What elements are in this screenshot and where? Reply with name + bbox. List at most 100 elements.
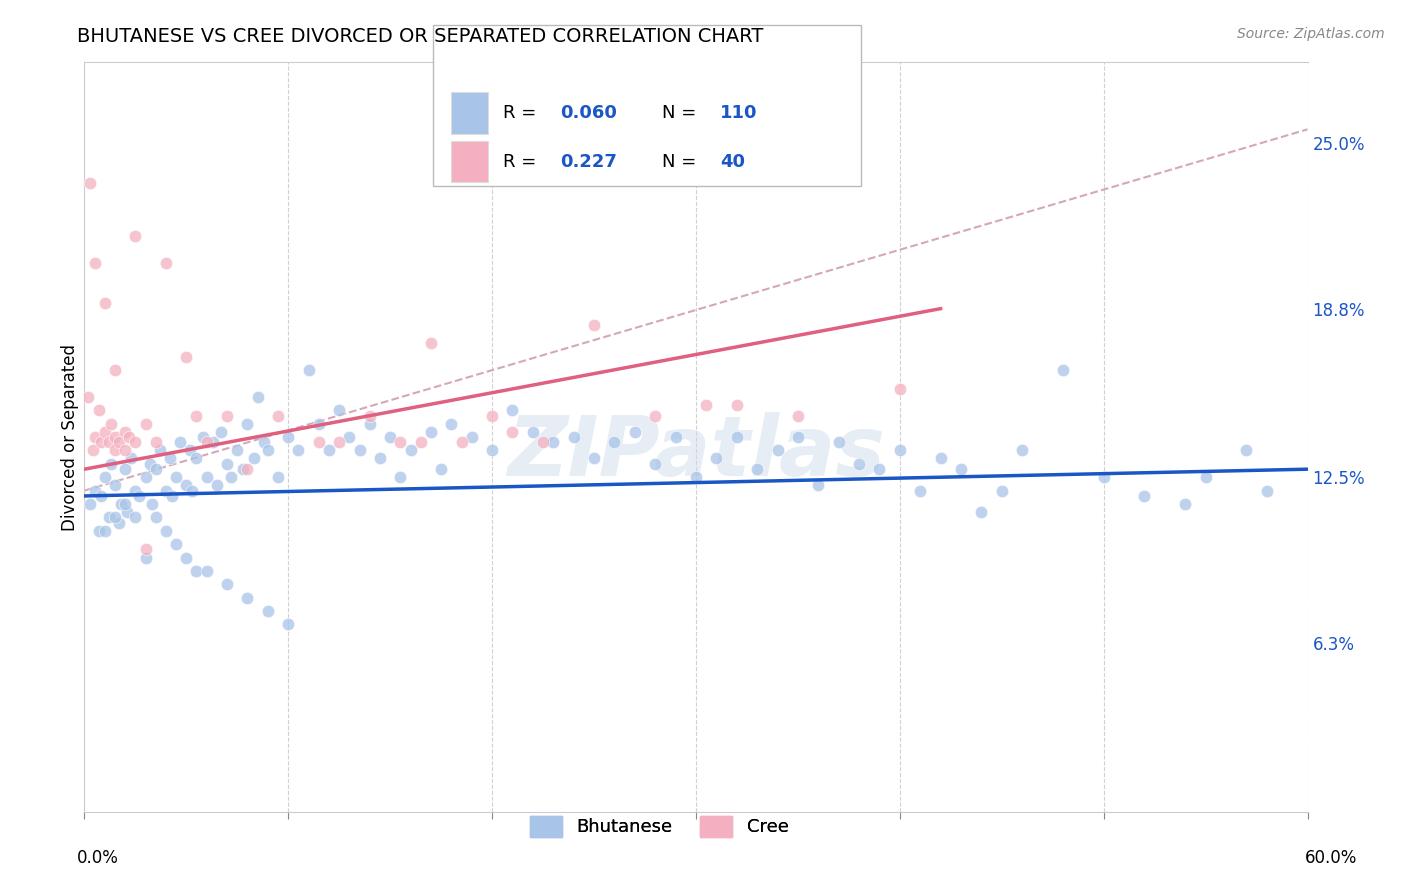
Point (828, 435, 851, 450)
Point (128, 489, 150, 503)
Point (389, 435, 412, 450)
Point (929, 451, 952, 466)
Point (135, 550, 157, 565)
Point (409, 435, 432, 450)
Point (217, 457, 239, 471)
Point (186, 564, 208, 578)
Point (124, 435, 146, 450)
Point (145, 435, 167, 450)
Point (277, 617, 299, 632)
Point (695, 398, 717, 412)
Point (141, 497, 163, 511)
Point (97, 510, 120, 524)
Point (1174, 497, 1197, 511)
Text: ZIPatlas: ZIPatlas (508, 411, 884, 492)
Point (339, 430, 361, 444)
Point (267, 470, 290, 484)
Point (160, 489, 183, 503)
Point (562, 430, 585, 444)
Point (155, 524, 177, 538)
Point (910, 483, 932, 498)
Point (165, 470, 187, 484)
Point (87, 403, 110, 417)
FancyBboxPatch shape (451, 93, 488, 134)
Point (124, 483, 146, 498)
Point (848, 457, 870, 471)
Point (420, 425, 443, 439)
Text: N =: N = (662, 104, 702, 122)
Point (308, 417, 330, 431)
Point (359, 409, 381, 423)
Point (138, 457, 160, 471)
Point (195, 564, 218, 578)
Text: 110: 110 (720, 104, 758, 122)
Point (236, 462, 259, 476)
Point (308, 435, 330, 450)
Point (685, 470, 707, 484)
Point (389, 470, 412, 484)
Text: BHUTANESE VS CREE DIVORCED OR SEPARATED CORRELATION CHART: BHUTANESE VS CREE DIVORCED OR SEPARATED … (77, 27, 763, 45)
Point (368, 451, 391, 466)
Point (135, 417, 157, 431)
Point (79, 176, 101, 190)
Point (155, 256, 177, 270)
Point (543, 435, 565, 450)
Point (380, 430, 402, 444)
Point (118, 430, 141, 444)
Point (97, 435, 120, 450)
Point (219, 470, 242, 484)
Point (481, 409, 503, 423)
Point (991, 483, 1014, 498)
FancyBboxPatch shape (451, 141, 488, 182)
Point (232, 462, 254, 476)
Point (100, 457, 122, 471)
Legend: Bhutanese, Cree: Bhutanese, Cree (523, 809, 796, 844)
Point (108, 516, 131, 530)
Point (82, 443, 104, 458)
Point (174, 350, 197, 364)
Point (787, 430, 810, 444)
Point (79, 497, 101, 511)
Point (83, 256, 105, 270)
Point (706, 451, 728, 466)
Point (1195, 470, 1218, 484)
Point (114, 462, 136, 476)
Point (747, 462, 769, 476)
Point (104, 478, 127, 492)
Point (420, 336, 443, 351)
Point (181, 483, 204, 498)
Text: 40: 40 (720, 153, 745, 170)
Point (114, 425, 136, 439)
Point (257, 604, 280, 618)
Point (725, 430, 748, 444)
Point (90, 489, 112, 503)
Point (93, 296, 115, 310)
Point (399, 443, 422, 458)
Point (149, 443, 172, 458)
Point (145, 510, 167, 524)
Point (624, 425, 647, 439)
Point (242, 451, 264, 466)
Point (179, 443, 201, 458)
Point (201, 435, 224, 450)
Point (328, 435, 350, 450)
Text: 0.0%: 0.0% (77, 849, 120, 867)
Point (124, 229, 146, 244)
Point (644, 457, 666, 471)
Point (108, 435, 131, 450)
Point (1256, 483, 1278, 498)
Point (90, 435, 112, 450)
Point (205, 478, 228, 492)
Point (1092, 470, 1115, 484)
Point (124, 510, 146, 524)
Point (359, 417, 381, 431)
Point (145, 462, 167, 476)
Point (1052, 363, 1074, 377)
Point (766, 443, 789, 458)
Point (209, 425, 232, 439)
Point (430, 462, 453, 476)
Point (186, 409, 208, 423)
Point (174, 550, 197, 565)
Text: 0.227: 0.227 (560, 153, 617, 170)
Point (665, 430, 688, 444)
